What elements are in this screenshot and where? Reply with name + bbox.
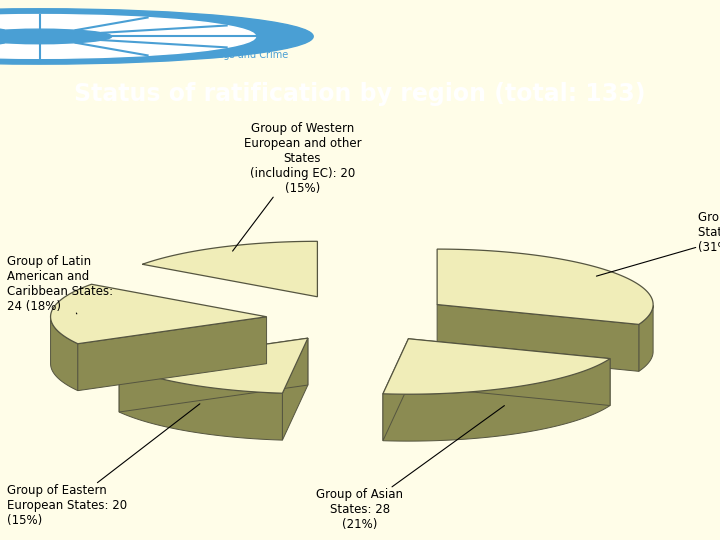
- Polygon shape: [639, 305, 653, 372]
- Text: United Nations Office on Drugs and Crime: United Nations Office on Drugs and Crime: [83, 50, 288, 60]
- Polygon shape: [78, 317, 266, 390]
- Polygon shape: [50, 284, 266, 344]
- Text: Group of Latin
American and
Caribbean States:
24 (18%): Group of Latin American and Caribbean St…: [7, 255, 113, 314]
- Polygon shape: [119, 338, 308, 393]
- Polygon shape: [408, 339, 610, 406]
- Polygon shape: [383, 339, 610, 394]
- Text: Group of Asian
States: 28
(21%): Group of Asian States: 28 (21%): [317, 406, 505, 531]
- Polygon shape: [143, 241, 318, 297]
- Polygon shape: [383, 359, 610, 441]
- Polygon shape: [437, 305, 639, 372]
- Text: Group of Western
European and other
States
(including EC): 20
(15%): Group of Western European and other Stat…: [233, 122, 361, 251]
- Polygon shape: [119, 365, 282, 440]
- Text: Group of African
States: 41
(31%): Group of African States: 41 (31%): [596, 211, 720, 276]
- Polygon shape: [383, 339, 408, 441]
- Circle shape: [0, 15, 256, 58]
- Text: UNODC: UNODC: [83, 11, 195, 39]
- Text: Status of ratification by region (total: 133): Status of ratification by region (total:…: [74, 82, 646, 106]
- Polygon shape: [282, 338, 308, 440]
- Polygon shape: [50, 317, 78, 390]
- Polygon shape: [437, 249, 653, 325]
- Text: Group of Eastern
European States: 20
(15%): Group of Eastern European States: 20 (15…: [7, 404, 200, 528]
- Polygon shape: [119, 338, 308, 412]
- Circle shape: [0, 29, 112, 44]
- Circle shape: [0, 9, 313, 64]
